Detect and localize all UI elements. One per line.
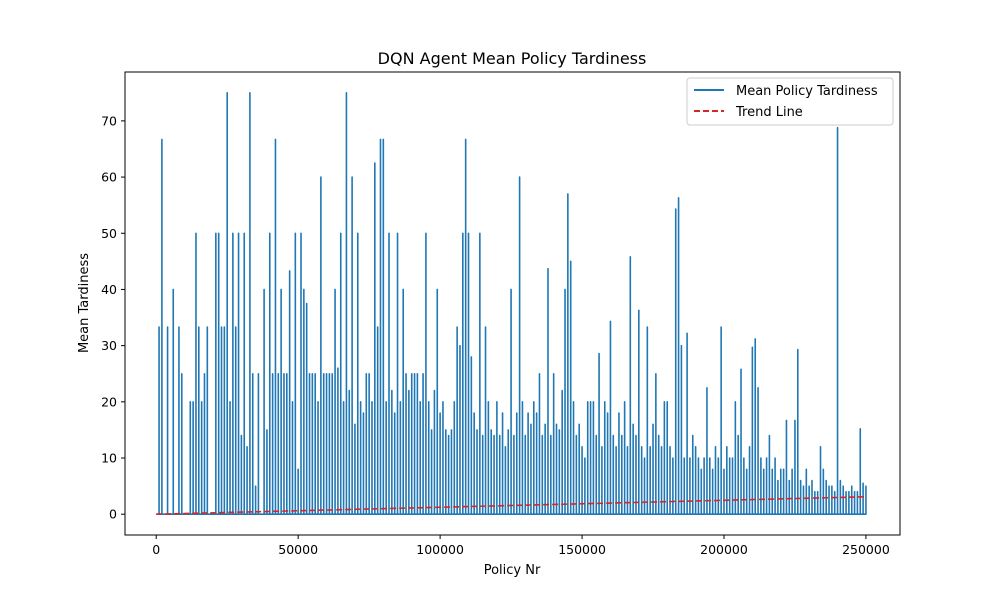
y-tick-label: 40	[101, 282, 117, 297]
x-tick-label: 0	[152, 542, 160, 557]
y-tick-label: 60	[101, 170, 117, 185]
plot-area	[156, 91, 867, 516]
y-tick-label: 70	[101, 113, 117, 128]
x-tick-label: 250000	[842, 542, 890, 557]
y-axis-label: Mean Tardiness	[77, 253, 92, 353]
y-tick-label: 30	[101, 338, 117, 353]
legend-box	[686, 77, 894, 126]
x-axis: 0 50000 100000 150000 200000 250000	[152, 535, 890, 557]
y-tick-label: 0	[109, 507, 117, 522]
y-tick-label: 10	[101, 451, 117, 466]
series-trend-line	[156, 495, 866, 516]
y-tick-label: 20	[101, 394, 117, 409]
x-tick-label: 150000	[558, 542, 606, 557]
legend-label-trend-line: Trend Line	[735, 105, 803, 120]
x-tick-label: 50000	[278, 542, 318, 557]
legend: Mean Policy Tardiness Trend Line	[686, 77, 894, 126]
x-axis-label: Policy Nr	[484, 563, 541, 578]
y-tick-label: 50	[101, 226, 117, 241]
series-mean-policy-tardiness	[156, 91, 867, 516]
chart-title: DQN Agent Mean Policy Tardiness	[378, 49, 647, 68]
legend-label-mean-policy-tardiness: Mean Policy Tardiness	[736, 84, 878, 99]
series-layer	[156, 91, 867, 516]
y-axis: 0 10 20 30 40 50 60 70	[101, 113, 125, 522]
x-tick-label: 100000	[416, 542, 464, 557]
x-tick-label: 200000	[700, 542, 748, 557]
plot-frame	[124, 71, 901, 536]
